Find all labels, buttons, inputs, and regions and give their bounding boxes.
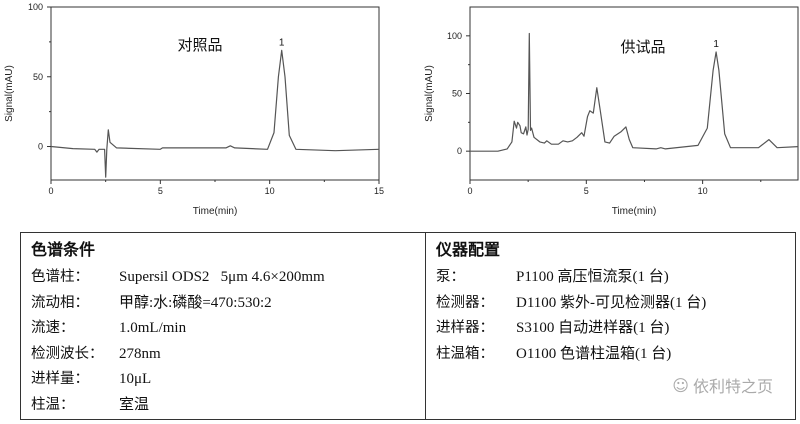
conditions-header: 色谱条件: [31, 240, 96, 259]
x-tick-label: 10: [698, 186, 708, 196]
row-value: 10μL: [119, 371, 152, 387]
y-tick-label: 0: [457, 146, 462, 156]
x-tick-label: 0: [48, 186, 53, 196]
row-label: 泵：: [436, 269, 465, 285]
y-tick-label: 0: [38, 142, 43, 152]
instrument-configuration: 仪器配置 泵： P1100 高压恒流泵(1 台) 检测器： D1100 紫外-可见检测…: [426, 233, 795, 419]
table-row: 流速： 1.0mL/min: [31, 316, 425, 342]
row-label: 进样量：: [31, 371, 89, 387]
table-row: 检测波长： 278nm: [31, 342, 425, 368]
table-row: 色谱柱： Supersil ODS2 5μm 4.6×200mm: [31, 265, 425, 291]
x-tick-label: 5: [584, 186, 589, 196]
row-value: D1100 紫外-可见检测器(1 台): [516, 294, 707, 311]
watermark-text: 依利特之页: [692, 377, 773, 396]
row-value: 278nm: [119, 345, 161, 362]
row-value: P1100 高压恒流泵(1 台): [516, 269, 669, 285]
sample-chromatogram: 0 5 10 0 50 100 Time(min) Signal(mAU) 供试品 1: [420, 0, 800, 222]
row-value: S3100 自动进样器(1 台): [516, 320, 670, 336]
plot-frame: [469, 6, 799, 181]
chart-title: 供试品: [620, 38, 665, 56]
instrument-header: 仪器配置: [436, 240, 501, 259]
x-axis-label: Time(min): [193, 206, 238, 217]
row-label: 流动相：: [31, 294, 89, 311]
reference-chart-svg: 0 5 10 15 0 50 100 Time(min) Signal(mAU) 对照品 1: [4, 2, 384, 217]
y-axis-label: Signal(mAU): [4, 65, 15, 122]
y-tick-label: 50: [33, 72, 43, 82]
watermark: ☺ 依利特之页: [672, 373, 773, 397]
y-axis-label: Signal(mAU): [424, 65, 435, 122]
chart-title: 对照品: [177, 36, 222, 54]
row-value: Supersil ODS2 5μm 4.6×200mm: [119, 269, 325, 285]
x-axis-label: Time(min): [612, 206, 657, 217]
row-label: 柱温箱：: [436, 345, 494, 362]
table-row: 进样量： 10μL: [31, 367, 425, 393]
x-tick-label: 0: [467, 186, 472, 196]
chromatogram-trace: [50, 49, 380, 178]
row-label: 检测波长：: [31, 345, 104, 362]
reference-chromatogram: 0 5 10 15 0 50 100 Time(min) Signal(mAU) 对照品 1: [0, 0, 400, 222]
row-value: O1100 色谱柱温箱(1 台): [516, 345, 672, 362]
peak-label: 1: [713, 39, 719, 50]
table-row: 检测器： D1100 紫外-可见检测器(1 台): [436, 291, 795, 317]
table-row: 柱温： 室温: [31, 393, 425, 419]
table-row: 泵： P1100 高压恒流泵(1 台): [436, 265, 795, 291]
chromatographic-conditions: 色谱条件 色谱柱： Supersil ODS2 5μm 4.6×200mm 流动相：…: [21, 233, 426, 419]
conditions-table: 色谱条件 色谱柱： Supersil ODS2 5μm 4.6×200mm 流动相：…: [20, 232, 796, 420]
row-label: 色谱柱：: [31, 269, 89, 285]
x-tick-label: 10: [265, 186, 275, 196]
chromatogram-trace: [470, 32, 799, 152]
y-tick-label: 100: [28, 2, 43, 12]
peak-label: 1: [279, 37, 285, 48]
wechat-icon: ☺: [672, 375, 689, 395]
row-value: 甲醇:水:磷酸=470:530:2: [119, 294, 272, 311]
x-tick-label: 5: [158, 186, 163, 196]
row-label: 柱温：: [31, 396, 75, 413]
table-row: 进样器： S3100 自动进样器(1 台): [436, 316, 795, 342]
y-tick-label: 50: [452, 89, 462, 99]
table-row: 柱温箱： O1100 色谱柱温箱(1 台): [436, 342, 795, 368]
row-label: 进样器：: [436, 320, 494, 336]
row-label: 检测器：: [436, 294, 494, 311]
y-tick-label: 100: [447, 31, 462, 41]
plot-frame: [50, 6, 380, 181]
row-value: 室温: [119, 396, 150, 413]
table-row: 流动相： 甲醇:水:磷酸=470:530:2: [31, 291, 425, 317]
x-tick-label: 15: [374, 186, 384, 196]
row-value: 1.0mL/min: [119, 320, 187, 336]
row-label: 流速：: [31, 320, 75, 336]
